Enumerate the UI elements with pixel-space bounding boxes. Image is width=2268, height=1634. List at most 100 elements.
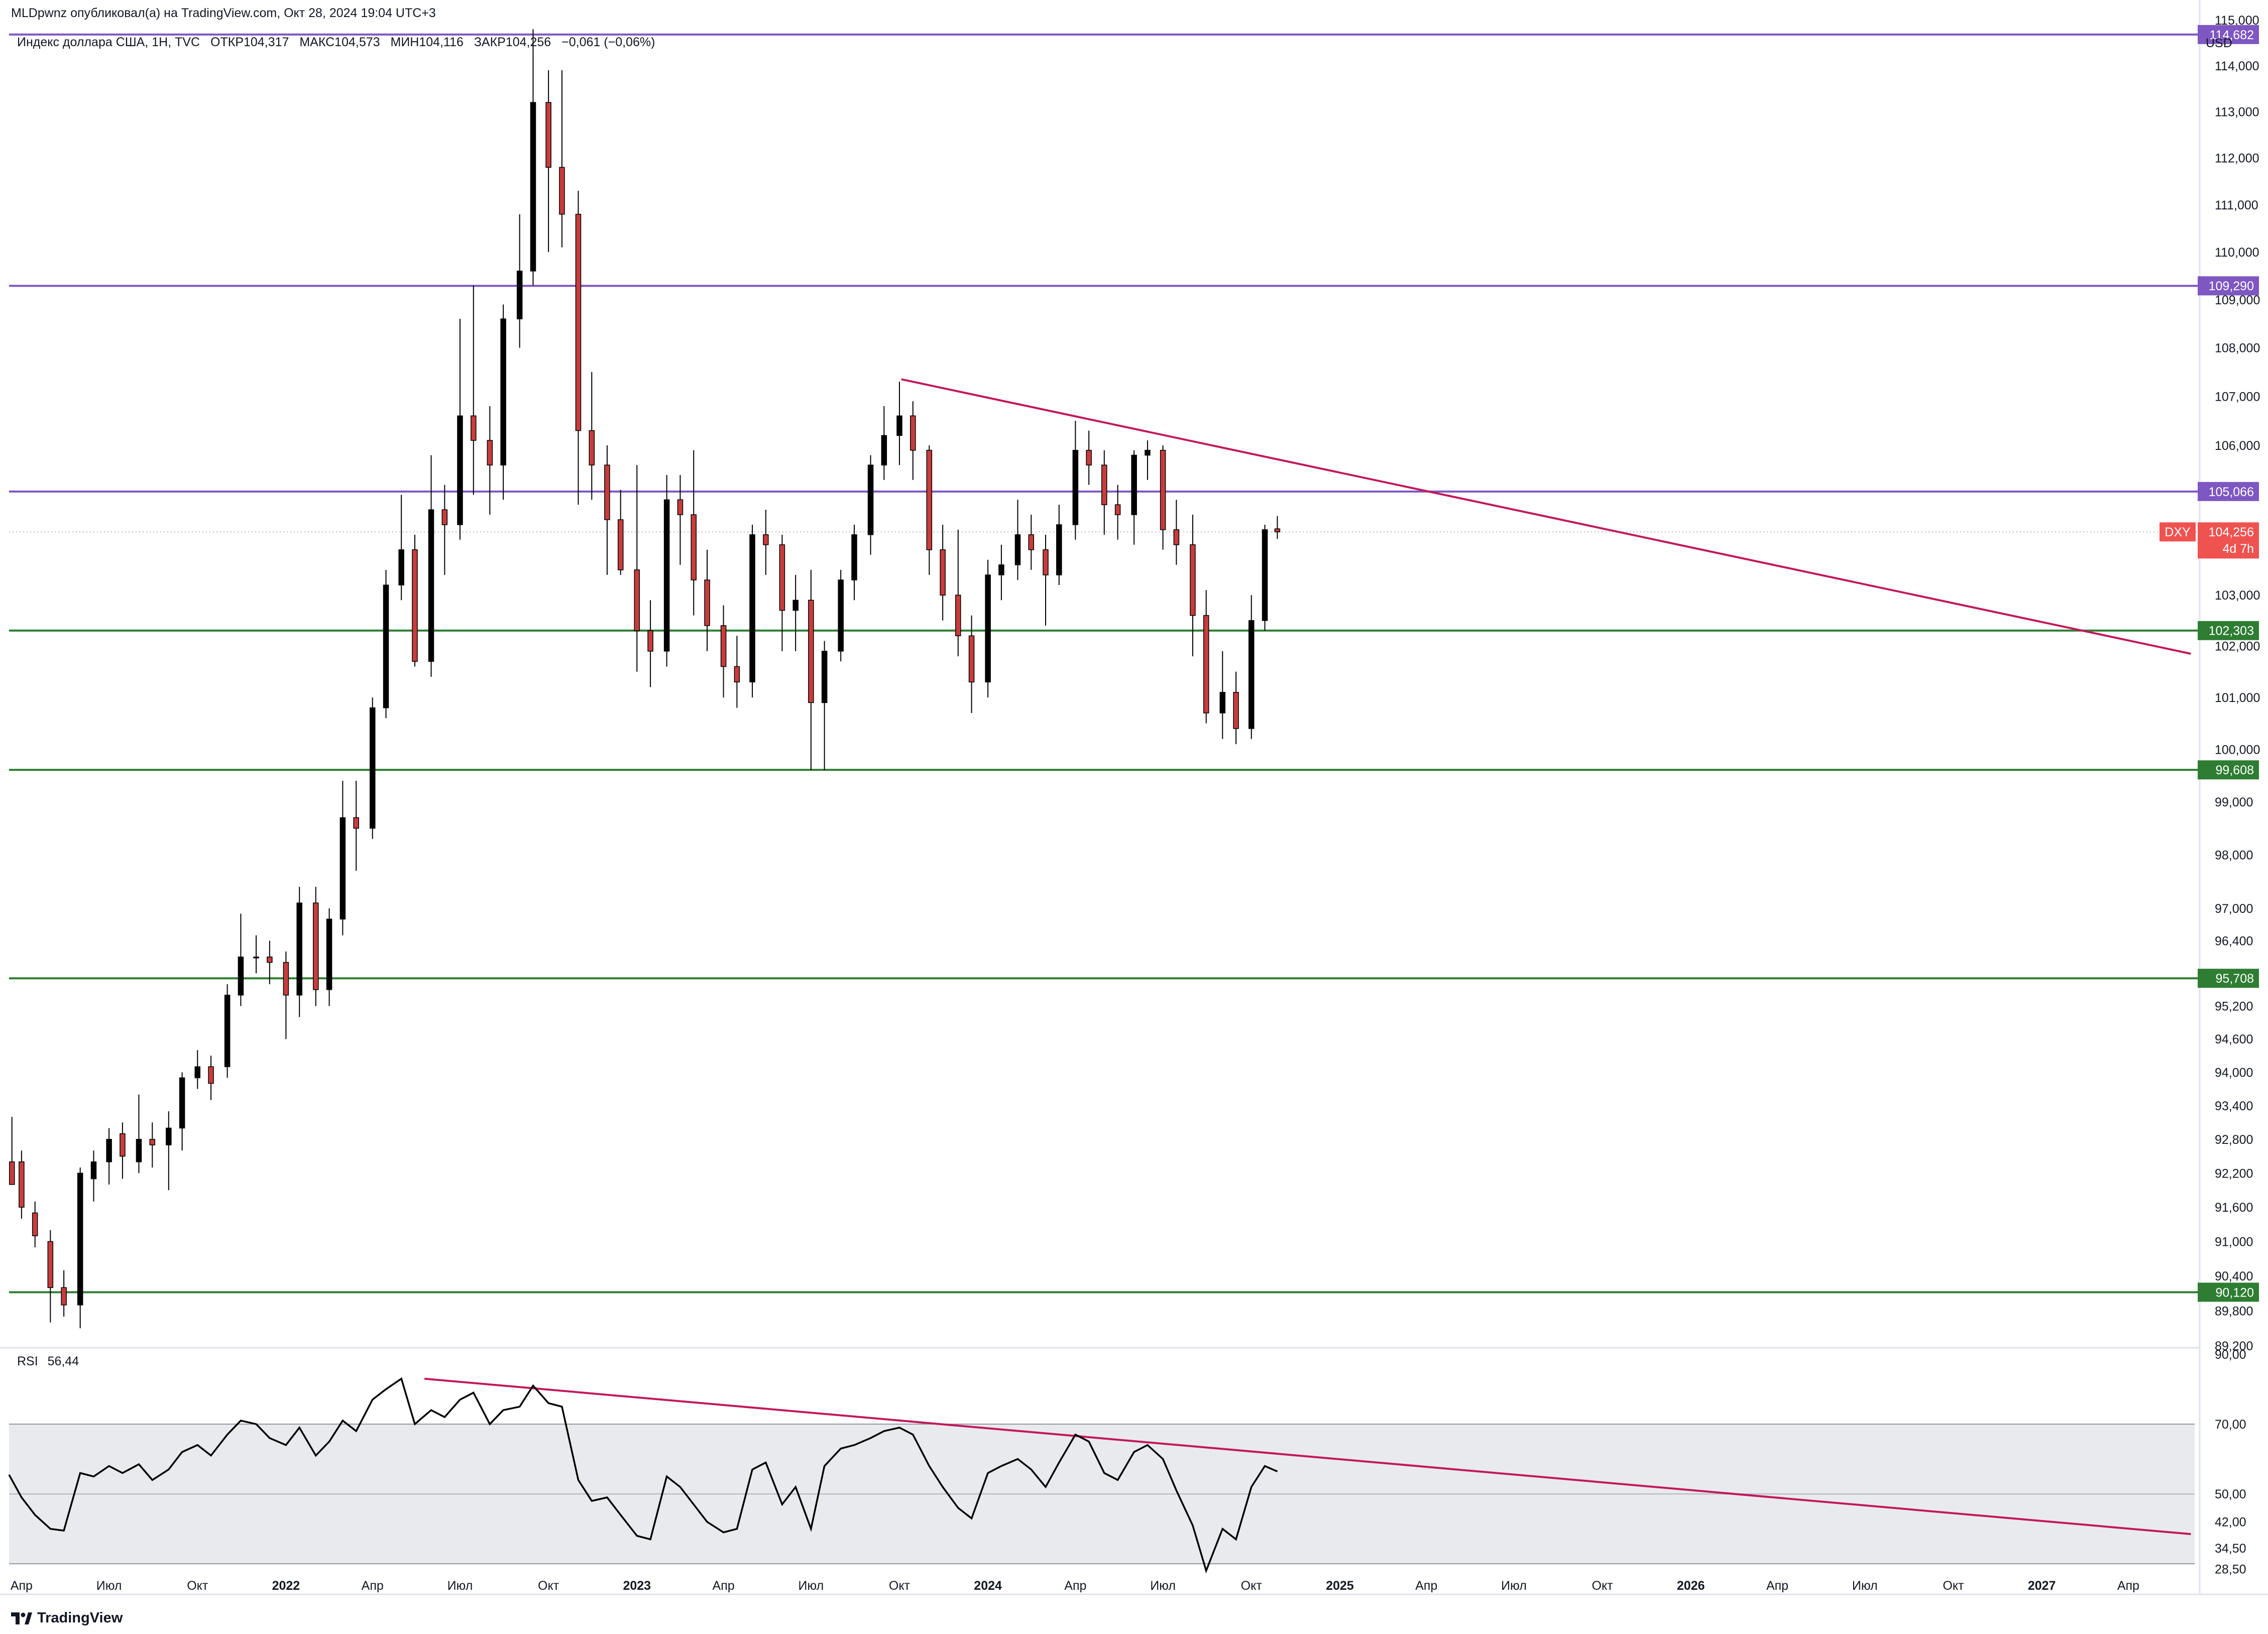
candle-41 [604,445,610,575]
price-tick-label-27: 89,800 [2215,1304,2253,1318]
candle-1 [19,1150,25,1219]
rsi-tick-label-1: 70,00 [2215,1418,2246,1432]
candle-body-43 [634,569,640,631]
price-tick-label-19: 94,600 [2215,1032,2253,1046]
ohlc-change: −0,061 (−0,06%) [561,35,655,49]
price-tick-label-5: 110,000 [2215,246,2259,260]
candle-body-45 [663,499,670,652]
rsi-current-value: 56,44 [47,1354,79,1368]
candle-63 [926,445,933,575]
candle-78 [1145,440,1151,480]
candle-48 [704,549,710,651]
candle-21 [313,887,319,1006]
candle-25 [369,697,376,839]
candle-body-37 [545,102,551,168]
candle-body-61 [896,415,902,436]
candle-body-39 [575,213,582,431]
candle-body-28 [412,549,418,662]
time-tick-label-8: Апр [713,1579,735,1593]
candle-body-12 [179,1077,185,1129]
candle-body-4 [61,1287,67,1306]
candle-84 [1233,671,1239,744]
candle-3 [47,1230,54,1323]
candle-body-27 [398,549,404,586]
candle-19 [283,951,289,1039]
candle-body-81 [1190,544,1196,616]
rsi-tick-label-5: 28,50 [2215,1563,2246,1577]
horizontal-levels [9,33,2200,1294]
candle-body-63 [926,449,933,550]
level-tag-1: 109,290 [2198,276,2259,296]
last-price-countdown: 4d 7h [2222,542,2254,556]
time-axis[interactable]: Апр Июл Окт 2022 Апр Июл Окт 2023 Апр Июл Окт 2024 А… [11,1579,2139,1593]
candle-body-53 [779,544,785,611]
candle-body-86 [1262,529,1268,621]
level-tag-6: 90,120 [2198,1282,2259,1302]
candle-75 [1101,450,1107,535]
candle-body-85 [1248,620,1255,729]
candle-54 [792,574,799,651]
candle-body-60 [881,435,887,465]
candle-69 [1014,500,1021,580]
candle-68 [998,544,1004,601]
candle-body-66 [968,635,975,682]
candle-76 [1114,485,1121,540]
candle-body-56 [821,651,828,703]
candle-body-58 [851,534,857,580]
currency-label[interactable]: USD [2206,36,2232,50]
symbol-legend[interactable]: Индекс доллара США, 1Н, TVC ОТКР104,317 … [17,35,662,50]
rsi-tick-label-0: 90,00 [2215,1348,2246,1362]
candle-28 [412,534,418,667]
level-tag-0: 114,682 [2198,25,2259,44]
price-axis[interactable]: 115,000114,000113,000112,000111,000110,0… [2215,14,2260,1353]
price-tick-label-28: 89,200 [2215,1339,2253,1353]
candle-body-6 [90,1161,97,1180]
candle-body-30 [441,509,448,525]
tradingview-logo[interactable]: TradingView [11,1610,123,1626]
time-tick-label-16: Апр [1415,1579,1437,1593]
level-tag-label-4: 99,608 [2216,763,2254,777]
candle-35 [516,214,523,348]
level-tag-bg-3 [2198,621,2259,640]
time-tick-label-4: Апр [362,1579,384,1593]
candle-body-9 [136,1139,142,1162]
candle-45 [663,475,670,667]
candle-body-1 [19,1161,25,1208]
candles [9,29,1281,1329]
time-tick-label-22: Окт [1943,1579,1964,1593]
candle-body-54 [792,600,799,611]
candle-body-42 [617,519,624,570]
time-tick-label-23: 2027 [2028,1579,2056,1593]
candle-22 [326,908,332,1006]
tradingview-logo-icon [11,1612,32,1624]
candle-6 [90,1150,97,1202]
last-price-value: 104,256 [2209,525,2254,539]
last-price-tag-bg [2198,522,2259,559]
candle-body-25 [369,707,376,829]
price-tick-label-6: 109,000 [2215,293,2260,307]
trendlines [424,378,2191,1536]
time-tick-label-7: 2023 [623,1579,651,1593]
candle-47 [691,450,697,616]
price-tick-label-26: 90,400 [2215,1269,2253,1283]
candle-body-24 [353,817,359,829]
candle-26 [383,569,389,719]
candle-51 [749,524,755,697]
candle-11 [166,1111,172,1191]
candle-body-16 [238,956,244,996]
candle-37 [545,70,551,252]
price-tick-label-7: 108,000 [2215,341,2260,356]
candle-61 [896,382,902,465]
rsi-axis[interactable]: 90,00 70,00 50,00 42,00 34,50 28,50 [2215,1348,2246,1577]
rsi-legend[interactable]: RSI 56,44 [17,1354,85,1369]
candle-body-0 [9,1161,15,1185]
level-tag-2: 105,066 [2198,482,2259,501]
candle-body-49 [720,625,727,667]
time-tick-label-9: Июл [798,1579,824,1593]
candle-27 [398,495,404,601]
candle-52 [763,510,769,575]
candle-46 [677,475,684,565]
candle-62 [910,401,916,480]
level-tag-bg-5 [2198,969,2259,988]
candle-body-38 [559,167,565,215]
